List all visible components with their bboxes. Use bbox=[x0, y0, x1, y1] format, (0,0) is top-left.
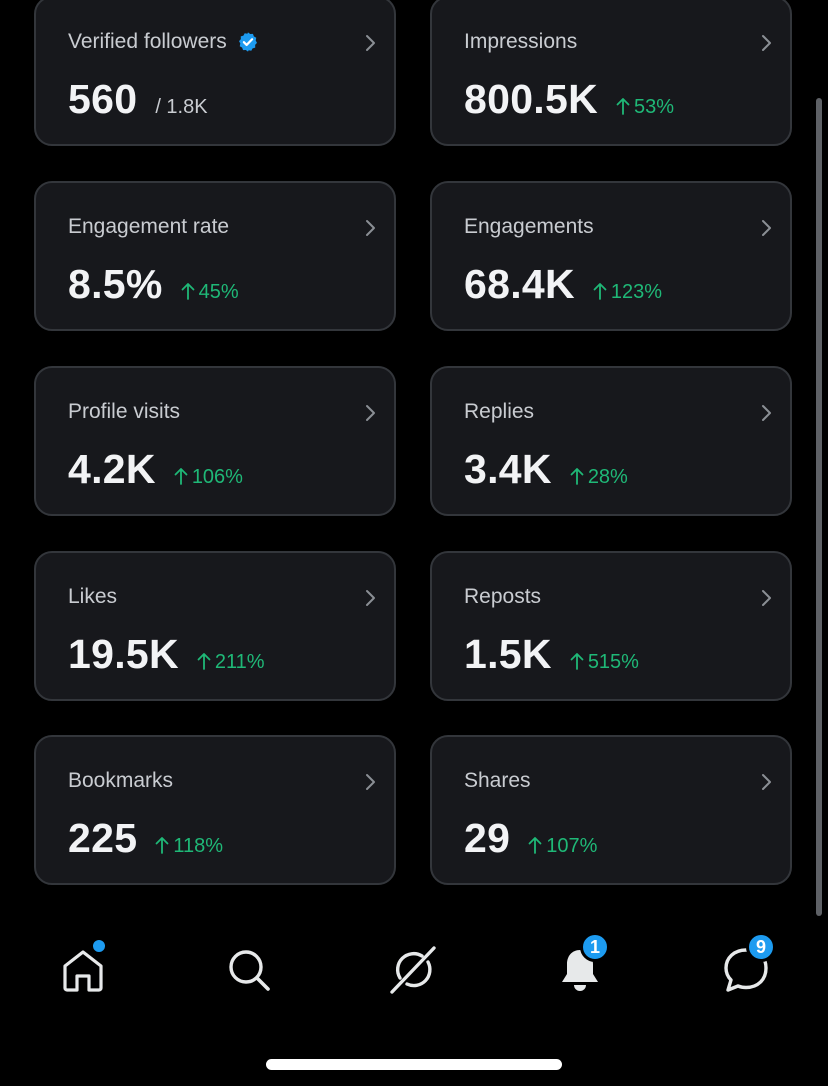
scrollbar[interactable] bbox=[816, 98, 822, 916]
metric-label: Bookmarks bbox=[68, 769, 174, 792]
metric-value-row: 19.5K 211% bbox=[68, 631, 265, 678]
metric-label: Shares bbox=[464, 769, 531, 792]
metric-label: Likes bbox=[68, 585, 118, 608]
bottom-nav: 1 9 bbox=[0, 920, 828, 1020]
metric-delta-value: 211% bbox=[214, 651, 265, 673]
arrow-up-icon bbox=[593, 283, 607, 300]
metric-value: 560 bbox=[68, 76, 138, 122]
metric-value-row: 560 / 1.8K bbox=[68, 76, 208, 123]
metric-value-row: 1.5K 515% bbox=[464, 631, 639, 678]
metric-delta: 123% bbox=[593, 280, 662, 304]
chevron-right-icon bbox=[762, 774, 771, 790]
metric-card-shares[interactable]: Shares 29 107% bbox=[430, 735, 792, 885]
metric-label: Engagements bbox=[464, 215, 594, 238]
nav-notifications[interactable]: 1 bbox=[554, 932, 610, 996]
nav-grok[interactable] bbox=[388, 944, 440, 996]
metric-card-engagement-rate[interactable]: Engagement rate 8.5% 45% bbox=[34, 181, 396, 331]
metric-value: 4.2K bbox=[68, 446, 156, 492]
arrow-up-icon bbox=[528, 837, 542, 854]
metric-delta-value: 45% bbox=[198, 281, 239, 303]
metric-delta: 211% bbox=[197, 650, 265, 674]
home-indicator[interactable] bbox=[266, 1059, 562, 1070]
metric-label: Reposts bbox=[464, 585, 542, 608]
metric-value-row: 800.5K 53% bbox=[464, 76, 674, 123]
nav-messages[interactable]: 9 bbox=[720, 932, 776, 996]
chevron-right-icon bbox=[366, 774, 375, 790]
metric-delta: 53% bbox=[616, 95, 674, 119]
metric-value: 8.5% bbox=[68, 261, 163, 307]
metric-value-row: 3.4K 28% bbox=[464, 446, 628, 493]
metric-delta: 118% bbox=[155, 834, 223, 858]
metric-value: 1.5K bbox=[464, 631, 552, 677]
metric-label: Profile visits bbox=[68, 400, 181, 423]
metric-value: 68.4K bbox=[464, 261, 575, 307]
arrow-up-icon bbox=[174, 468, 188, 485]
metric-card-likes[interactable]: Likes 19.5K 211% bbox=[34, 551, 396, 701]
nav-search[interactable] bbox=[223, 944, 275, 996]
metric-delta-value: 106% bbox=[191, 466, 243, 488]
chevron-right-icon bbox=[366, 220, 375, 236]
metric-card-profile-visits[interactable]: Profile visits 4.2K 106% bbox=[34, 366, 396, 516]
metric-label: Verified followers bbox=[68, 30, 259, 54]
metric-card-verified-followers[interactable]: Verified followers 560 / 1.8K bbox=[34, 0, 396, 146]
metric-label-text: Verified followers bbox=[68, 30, 227, 53]
arrow-up-icon bbox=[570, 468, 584, 485]
metric-value-row: 8.5% 45% bbox=[68, 261, 239, 308]
messages-badge: 9 bbox=[746, 932, 776, 962]
nav-home[interactable] bbox=[57, 938, 109, 996]
metric-delta: 45% bbox=[181, 280, 239, 304]
metric-value: 29 bbox=[464, 815, 511, 861]
chevron-right-icon bbox=[762, 590, 771, 606]
metric-card-replies[interactable]: Replies 3.4K 28% bbox=[430, 366, 792, 516]
metric-value-row: 4.2K 106% bbox=[68, 446, 243, 493]
metric-delta-value: 107% bbox=[546, 835, 598, 857]
metric-label: Engagement rate bbox=[68, 215, 230, 238]
metric-card-reposts[interactable]: Reposts 1.5K 515% bbox=[430, 551, 792, 701]
arrow-up-icon bbox=[155, 837, 169, 854]
arrow-up-icon bbox=[616, 98, 630, 115]
grok-icon bbox=[390, 946, 436, 994]
notification-badge: 1 bbox=[580, 932, 610, 962]
metric-card-bookmarks[interactable]: Bookmarks 225 118% bbox=[34, 735, 396, 885]
chevron-right-icon bbox=[366, 590, 375, 606]
metric-value: 800.5K bbox=[464, 76, 599, 122]
arrow-up-icon bbox=[570, 653, 584, 670]
metric-delta: 28% bbox=[570, 465, 628, 489]
metric-value: 19.5K bbox=[68, 631, 179, 677]
metric-delta-value: 123% bbox=[610, 281, 663, 303]
chevron-right-icon bbox=[366, 405, 375, 421]
search-icon bbox=[229, 950, 270, 991]
metric-card-impressions[interactable]: Impressions 800.5K 53% bbox=[430, 0, 792, 146]
metric-value-row: 68.4K 123% bbox=[464, 261, 662, 308]
chevron-right-icon bbox=[762, 405, 771, 421]
chevron-right-icon bbox=[762, 35, 771, 51]
arrow-up-icon bbox=[181, 283, 195, 300]
arrow-up-icon bbox=[197, 653, 211, 670]
home-icon bbox=[63, 950, 103, 992]
chevron-right-icon bbox=[366, 35, 375, 51]
metric-value-row: 225 118% bbox=[68, 815, 223, 862]
metric-card-engagements[interactable]: Engagements 68.4K 123% bbox=[430, 181, 792, 331]
metric-delta: 107% bbox=[528, 834, 597, 858]
unread-dot bbox=[91, 938, 107, 954]
metric-delta-value: 515% bbox=[587, 651, 639, 673]
metric-delta: 106% bbox=[174, 465, 243, 489]
messages-icon bbox=[724, 948, 768, 992]
chevron-right-icon bbox=[762, 220, 771, 236]
metric-value: 225 bbox=[68, 815, 138, 861]
metric-label: Impressions bbox=[464, 30, 578, 53]
metric-delta-value: 118% bbox=[173, 835, 223, 857]
metric-delta: 515% bbox=[570, 650, 639, 674]
metric-label: Replies bbox=[464, 400, 535, 423]
metric-total: / 1.8K bbox=[155, 96, 208, 118]
metric-delta-value: 53% bbox=[634, 96, 675, 118]
verified-badge-icon bbox=[238, 32, 257, 52]
metric-value-row: 29 107% bbox=[464, 815, 597, 862]
metric-value: 3.4K bbox=[464, 446, 552, 492]
metric-delta-value: 28% bbox=[587, 466, 628, 488]
